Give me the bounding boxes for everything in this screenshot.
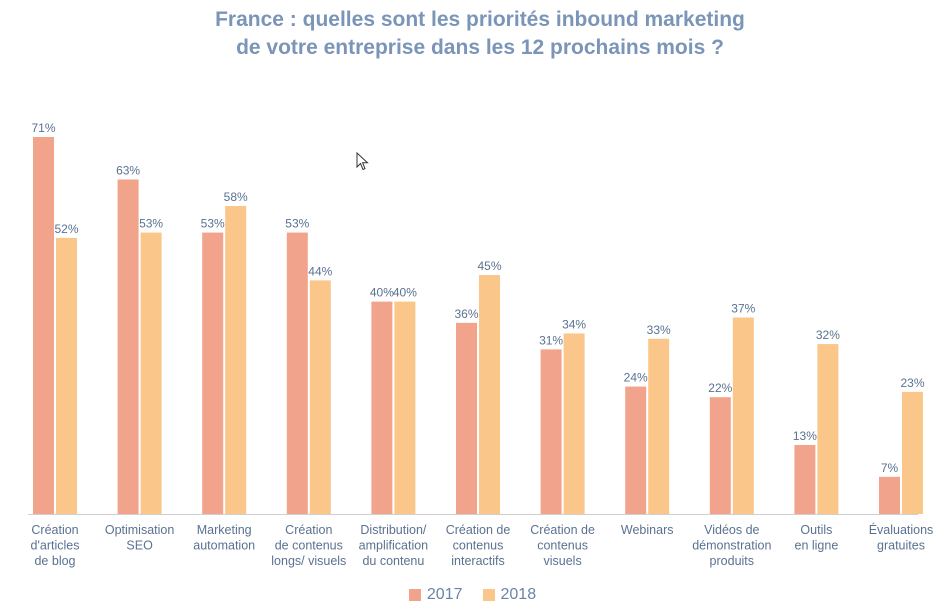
category-label-line: du contenu [362, 554, 424, 568]
bar-2017-1 [117, 179, 139, 514]
data-label-2018-6: 34% [562, 317, 586, 331]
bar-2018-10 [902, 391, 923, 514]
data-label-2018-1: 53% [139, 217, 163, 231]
data-label-2017-8: 22% [708, 381, 732, 395]
category-label-line: démonstration [692, 539, 771, 553]
data-label-2017-0: 71% [31, 121, 55, 135]
data-label-2018-4: 40% [393, 286, 417, 300]
category-label-line: interactifs [451, 554, 505, 568]
bar-2018-1 [140, 232, 162, 515]
legend-swatch-2018 [482, 589, 495, 601]
category-label-line: Outils [800, 523, 832, 537]
category-label-8: Vidéos de démonstration produits [692, 523, 771, 568]
bar-2018-2 [225, 206, 247, 514]
category-label-0: Création d'articles de blog [31, 523, 80, 568]
chart-title: France : quelles sont les priorités inbo… [150, 6, 810, 62]
category-label-line: de contenus [275, 539, 343, 553]
category-label-line: amplification [359, 539, 429, 553]
category-label-line: longs/ visuels [271, 554, 346, 568]
category-label-line: automation [193, 539, 255, 553]
bar-2018-5 [479, 275, 500, 514]
data-label-2018-8: 37% [731, 302, 755, 316]
category-label-line: visuels [543, 554, 581, 568]
category-label-line: produits [710, 554, 754, 568]
legend-item-2018[interactable]: 2018 [482, 586, 537, 604]
bar-2018-7 [648, 338, 670, 514]
category-label-line: Création [31, 523, 78, 537]
bar-2018-4 [394, 301, 416, 514]
bar-2017-9 [794, 444, 816, 514]
category-label-line: Webinars [621, 523, 674, 537]
category-label-2: Marketing automation [193, 523, 255, 553]
bar-2017-6 [540, 349, 562, 514]
category-label-line: gratuites [877, 539, 925, 553]
chart-title-line1: France : quelles sont les priorités inbo… [215, 8, 745, 31]
bar-2018-6 [563, 333, 585, 514]
category-label-line: en ligne [795, 539, 839, 553]
data-label-2017-5: 36% [454, 307, 478, 321]
data-label-2017-6: 31% [539, 333, 563, 347]
data-label-2017-4: 40% [370, 286, 394, 300]
data-label-2017-1: 63% [116, 163, 140, 177]
category-label-4: Distribution/amplification du contenu [359, 523, 429, 568]
bar-2018-8 [732, 317, 754, 514]
bar-chart: 71% 52% Création d'articles de blog 63% 53% Opt… [28, 121, 934, 568]
category-label-line: d'articles [31, 539, 80, 553]
legend-item-2017[interactable]: 2017 [408, 586, 463, 604]
bar-2017-10 [879, 476, 900, 514]
bar-2017-8 [709, 397, 731, 514]
bar-2017-0 [33, 137, 54, 514]
legend: 2017 2018 [0, 586, 945, 604]
data-label-2018-7: 33% [647, 323, 671, 337]
bar-2018-3 [309, 280, 331, 514]
category-label-line: Distribution/ [360, 523, 427, 537]
legend-label-2018: 2018 [500, 586, 537, 603]
data-label-2017-10: 7% [881, 461, 899, 475]
bar-2017-4 [371, 301, 393, 514]
category-label-line: SEO [126, 539, 153, 553]
bar-2017-5 [456, 322, 477, 514]
category-label-line: Création de [446, 523, 511, 537]
data-label-2018-10: 23% [900, 376, 924, 390]
bar-2018-9 [817, 344, 839, 514]
category-label-6: Création de contenus visuels [530, 523, 595, 568]
category-label-line: contenus [453, 539, 504, 553]
category-label-7: Webinars [621, 523, 674, 537]
bar-2017-3 [286, 232, 308, 515]
category-label-line: Optimisation [105, 523, 175, 537]
bar-2018-0 [56, 237, 77, 514]
data-label-2018-0: 52% [54, 222, 78, 236]
category-label-line: contenus [537, 539, 588, 553]
mouse-cursor-icon [356, 152, 369, 171]
data-label-2017-9: 13% [793, 429, 817, 443]
bar-2017-7 [625, 386, 647, 514]
category-label-3: Création de contenus longs/ visuels [271, 523, 346, 568]
category-label-9: Outils en ligne [795, 523, 839, 553]
legend-swatch-2017 [408, 589, 421, 601]
data-label-2017-3: 53% [285, 217, 309, 231]
data-label-2017-7: 24% [624, 371, 648, 385]
data-label-2017-2: 53% [201, 217, 225, 231]
category-label-line: Création [285, 523, 332, 537]
category-label-10: Évaluations gratuites [869, 522, 934, 553]
data-label-2018-2: 58% [224, 190, 248, 204]
data-label-2018-5: 45% [477, 259, 501, 273]
bar-2017-2 [202, 232, 224, 515]
category-label-1: Optimisation SEO [105, 523, 175, 553]
category-label-line: Marketing [197, 523, 252, 537]
category-label-5: Création de contenus interactifs [446, 523, 511, 568]
category-label-line: Vidéos de [704, 523, 759, 537]
category-label-line: Création de [530, 523, 595, 537]
data-label-2018-3: 44% [308, 264, 332, 278]
category-label-line: Évaluations [869, 522, 934, 537]
data-label-2018-9: 32% [816, 328, 840, 342]
legend-label-2017: 2017 [426, 586, 463, 603]
category-label-line: de blog [34, 554, 75, 568]
chart-title-line2: de votre entreprise dans les 12 prochain… [236, 36, 724, 59]
